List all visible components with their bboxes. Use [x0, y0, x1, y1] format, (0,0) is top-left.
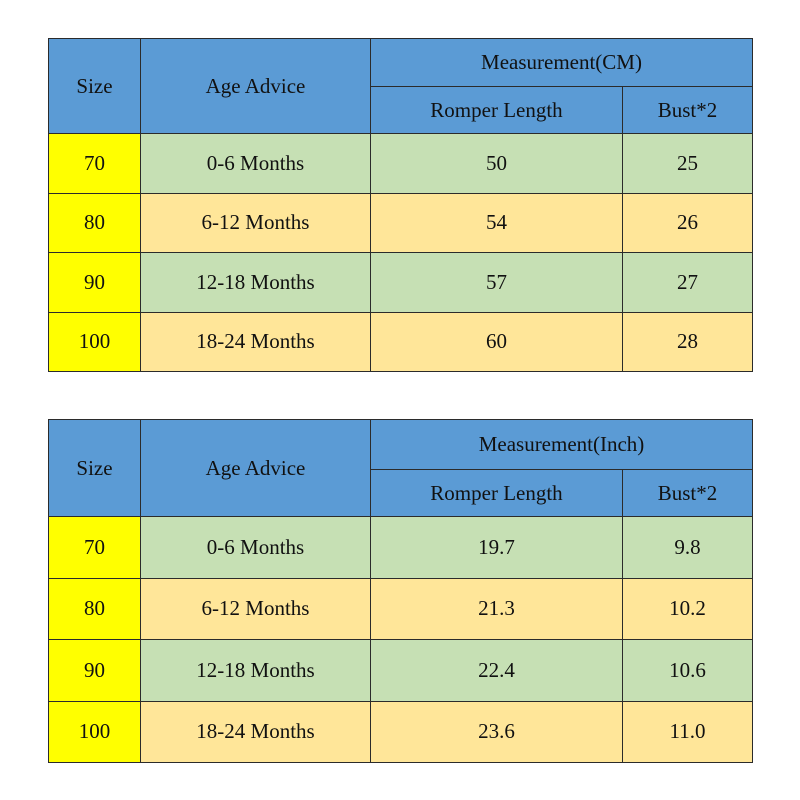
header-cell: Measurement(CM): [370, 38, 753, 87]
data-cell: 0-6 Months: [140, 516, 371, 579]
size-cell: 100: [48, 700, 141, 763]
size-cell: 100: [48, 311, 141, 372]
header-cell: Romper Length: [370, 469, 623, 517]
data-cell: 22.4: [370, 639, 623, 702]
data-cell: 10.2: [622, 577, 753, 640]
size-table: Size Age Advice Measurement(Inch) Romper Le…: [48, 419, 753, 763]
data-row: 90 12-18 Months 22.4 10.6: [48, 639, 753, 702]
data-cell: 25: [622, 133, 753, 194]
data-cell: 0-6 Months: [140, 133, 371, 194]
size-cell: 80: [48, 577, 141, 640]
data-cell: 27: [622, 252, 753, 313]
size-cell: 90: [48, 252, 141, 313]
data-cell: 57: [370, 252, 623, 313]
data-cell: 54: [370, 192, 623, 253]
data-row: 70 0-6 Months 19.7 9.8: [48, 516, 753, 579]
data-row: 100 18-24 Months 23.6 11.0: [48, 700, 753, 763]
header-cell: Age Advice: [140, 419, 371, 517]
data-cell: 12-18 Months: [140, 639, 371, 702]
data-cell: 9.8: [622, 516, 753, 579]
size-cell: 70: [48, 133, 141, 194]
data-cell: 6-12 Months: [140, 192, 371, 253]
data-cell: 50: [370, 133, 623, 194]
header-cell: Bust*2: [622, 469, 753, 517]
header-row: Size Age Advice Measurement(Inch): [48, 419, 753, 517]
data-cell: 19.7: [370, 516, 623, 579]
data-cell: 26: [622, 192, 753, 253]
data-cell: 21.3: [370, 577, 623, 640]
size-table: Size Age Advice Measurement(CM) Romper Leng…: [48, 38, 753, 372]
data-cell: 28: [622, 311, 753, 372]
header-cell: Romper Length: [370, 86, 623, 134]
data-cell: 6-12 Months: [140, 577, 371, 640]
header-row: Size Age Advice Measurement(CM): [48, 38, 753, 134]
header-row: Romper Length Bust*2: [49, 86, 753, 134]
size-cell: 90: [48, 639, 141, 702]
size-cell: 80: [48, 192, 141, 253]
data-cell: 10.6: [622, 639, 753, 702]
header-cell: Age Advice: [140, 38, 371, 134]
header-cell: Size: [48, 38, 141, 134]
data-row: 100 18-24 Months 60 28: [48, 311, 753, 372]
data-row: 80 6-12 Months 54 26: [48, 192, 753, 253]
data-row: 70 0-6 Months 50 25: [48, 133, 753, 194]
data-row: 90 12-18 Months 57 27: [48, 252, 753, 313]
header-cell: Bust*2: [622, 86, 753, 134]
header-cell: Measurement(Inch): [370, 419, 753, 470]
data-cell: 18-24 Months: [140, 700, 371, 763]
data-row: 80 6-12 Months 21.3 10.2: [48, 577, 753, 640]
data-cell: 11.0: [622, 700, 753, 763]
data-cell: 23.6: [370, 700, 623, 763]
data-cell: 18-24 Months: [140, 311, 371, 372]
header-cell: Size: [48, 419, 141, 517]
header-row: Romper Length Bust*2: [49, 469, 753, 517]
size-cell: 70: [48, 516, 141, 579]
data-cell: 60: [370, 311, 623, 372]
data-cell: 12-18 Months: [140, 252, 371, 313]
